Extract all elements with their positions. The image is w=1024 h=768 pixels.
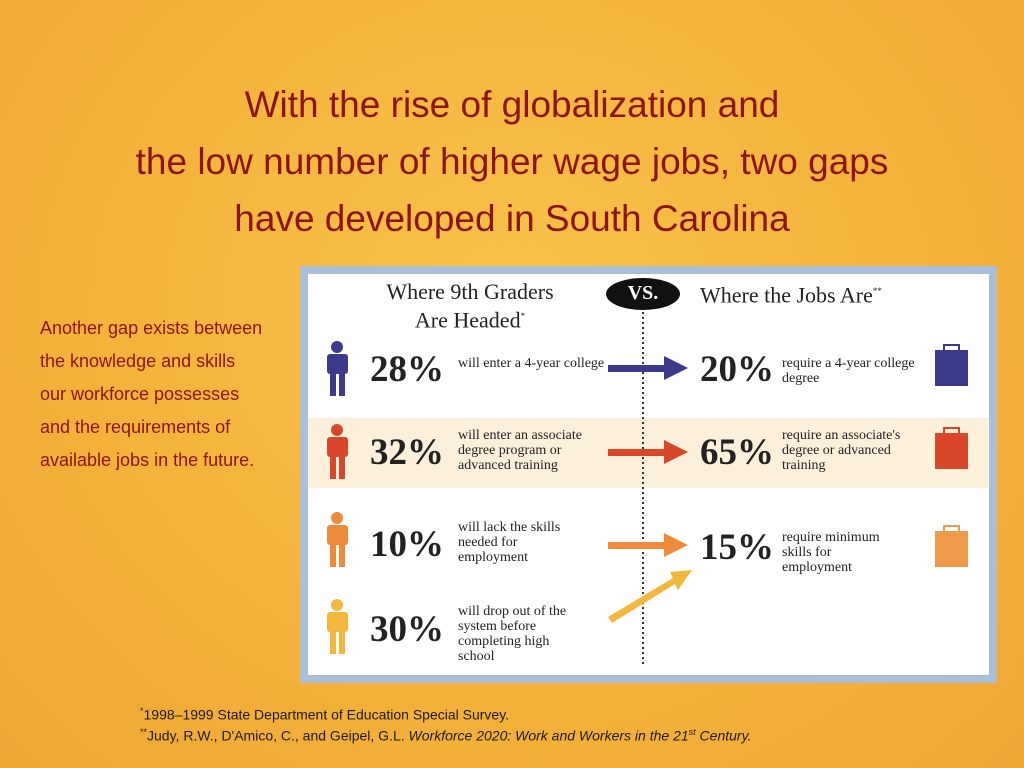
left-header: Where 9th Graders Are Headed* xyxy=(360,279,580,332)
left-text: will drop out of the system before compl… xyxy=(458,604,567,664)
header-text: Are Headed xyxy=(414,307,521,333)
right-percent: 15% xyxy=(700,527,774,568)
person-icon xyxy=(327,424,348,479)
footnote: **Judy, R.W., D'Amico, C., and Geipel, G… xyxy=(140,727,751,744)
vs-label: VS. xyxy=(627,282,659,304)
body-text: Another gap exists between the knowledge… xyxy=(40,318,263,470)
footnote-italic: Century. xyxy=(695,727,752,744)
left-percent: 10% xyxy=(370,524,444,565)
slide-title: With the rise of globalization and the l… xyxy=(0,76,1024,247)
footnote-italic: Workforce 2020: Work and Workers in the … xyxy=(408,727,689,744)
vs-badge xyxy=(606,278,680,310)
right-percent: 65% xyxy=(700,432,774,473)
footnote-text: 1998–1999 State Department of Education … xyxy=(143,706,510,723)
left-text: will enter an associate degree program o… xyxy=(458,428,583,473)
footnote-sup: st xyxy=(688,727,696,737)
briefcase-icon xyxy=(935,427,968,469)
right-text: require an associate's degree or advance… xyxy=(782,428,901,473)
header-line: Are Headed* xyxy=(360,304,580,332)
arrow xyxy=(608,356,688,380)
marker: ** xyxy=(140,727,148,737)
header-line: Where 9th Graders xyxy=(386,279,554,304)
marker: * xyxy=(520,311,526,321)
title-line: the low number of higher wage jobs, two … xyxy=(135,141,889,182)
left-percent: 32% xyxy=(370,432,444,473)
right-text: require minimum skills for employment xyxy=(782,530,880,575)
right-percent: 20% xyxy=(700,349,774,390)
person-icon xyxy=(327,512,348,567)
footnote: *1998–1999 State Department of Education… xyxy=(140,706,509,723)
marker: * xyxy=(140,706,144,716)
left-percent: 30% xyxy=(370,609,444,650)
arrow xyxy=(608,570,692,623)
left-text: will enter a 4-year college xyxy=(458,356,605,371)
right-text: require a 4-year college degree xyxy=(782,356,915,386)
footnote-text: Judy, R.W., D'Amico, C., and Geipel, G.L… xyxy=(147,727,409,744)
briefcase-icon xyxy=(935,525,968,567)
left-text: will lack the skills needed for employme… xyxy=(458,520,561,565)
header-text: Where the Jobs Are xyxy=(700,282,873,308)
marker: ** xyxy=(872,286,882,296)
left-percent: 28% xyxy=(370,349,444,390)
briefcase-icon xyxy=(935,344,968,386)
person-icon xyxy=(327,341,348,396)
title-line: have developed in South Carolina xyxy=(234,198,790,239)
title-line: With the rise of globalization and xyxy=(244,84,780,125)
person-icon xyxy=(327,599,348,654)
arrow xyxy=(608,533,688,557)
arrow xyxy=(608,440,688,464)
right-header: Where the Jobs Are** xyxy=(700,279,882,307)
